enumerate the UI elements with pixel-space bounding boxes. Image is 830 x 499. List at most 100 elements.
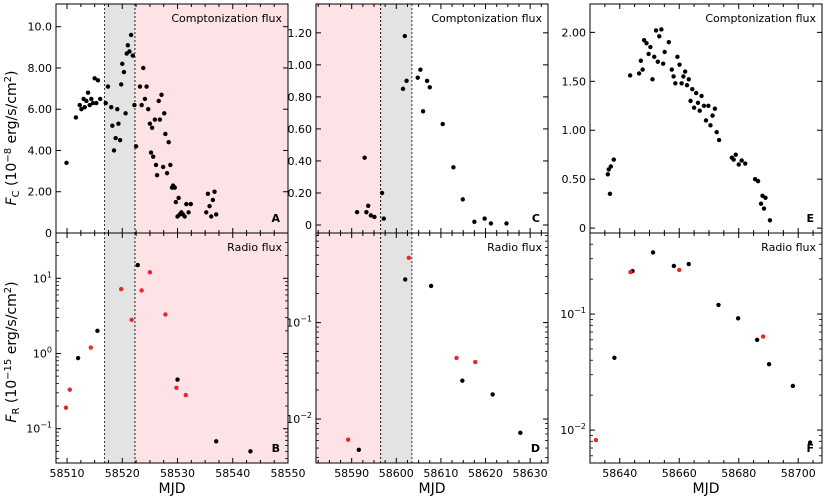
y-tick-label: 1.50 (562, 75, 587, 88)
y-tick-label: 8.00 (28, 62, 53, 75)
data-point (657, 34, 662, 39)
x-axis-label: MJD (159, 481, 186, 497)
data-point (482, 216, 487, 221)
data-point (403, 277, 408, 282)
x-tick-label: 58700 (781, 467, 816, 480)
panel-label: F (806, 442, 814, 455)
data-point (703, 118, 709, 123)
data-point (681, 74, 686, 79)
y-tick-label: 0 (45, 227, 52, 240)
data-point (424, 78, 430, 84)
data-point (110, 123, 115, 128)
data-point (761, 206, 767, 211)
data-point (690, 86, 695, 92)
data-point (63, 405, 69, 410)
data-point (406, 255, 411, 261)
y-axis-label-radio: FR (10−15 erg/s/cm2) (3, 281, 22, 422)
data-point (151, 154, 156, 159)
x-tick-label: 58610 (423, 467, 458, 480)
data-point (213, 212, 219, 217)
data-point (174, 385, 179, 390)
data-point (153, 162, 159, 168)
data-point (89, 96, 94, 102)
data-point (135, 262, 140, 268)
data-point (204, 210, 209, 215)
panel-label: B (272, 442, 280, 455)
data-point (90, 100, 96, 106)
data-point (760, 334, 766, 339)
data-point (716, 302, 721, 308)
data-point (88, 345, 94, 350)
data-point (168, 162, 173, 168)
data-point (763, 195, 768, 200)
panel-d: 10−2 10−1 58590 58600 58610 58620 58630 MJD Radi… (286, 232, 549, 497)
panel-label: E (806, 212, 814, 225)
data-point (655, 59, 661, 64)
panel-c: 0 0.20 0.40 0.60 0.80 1.00 1.20 Comptonization … (288, 3, 549, 234)
data-point (159, 92, 164, 97)
data-point (129, 317, 134, 323)
data-point (454, 355, 459, 361)
data-point (659, 27, 664, 32)
data-point (671, 74, 676, 79)
data-point (64, 160, 69, 166)
data-point (646, 51, 651, 57)
panel-title: Radio flux (487, 241, 542, 254)
data-point (120, 61, 125, 67)
data-point (152, 117, 158, 122)
data-point (87, 102, 92, 108)
data-point (735, 316, 741, 321)
panel-label: A (271, 212, 280, 225)
data-point (767, 218, 773, 223)
x-tick-label: 58510 (50, 467, 85, 480)
data-point (673, 81, 678, 86)
data-point (163, 312, 168, 317)
data-point (212, 189, 217, 194)
data-point (652, 54, 657, 60)
data-point (210, 197, 216, 203)
data-point (147, 121, 153, 126)
x-tick-label: 58530 (160, 467, 195, 480)
shade-region-1 (380, 4, 412, 233)
y-tick-label: 10−1 (560, 306, 586, 321)
data-point (139, 288, 144, 293)
y-tick-label: 0.50 (562, 173, 587, 186)
data-point (366, 203, 371, 208)
axes-frame (315, 232, 549, 464)
data-point (608, 164, 614, 169)
panel-title: Comptonization flux (705, 12, 816, 25)
data-point (653, 28, 659, 33)
y-tick-label: 1.00 (288, 59, 313, 72)
data-point (415, 75, 420, 80)
data-point (638, 58, 644, 63)
data-point (490, 392, 495, 397)
data-point (125, 43, 131, 48)
data-point (677, 267, 682, 273)
data-point (666, 39, 672, 45)
data-point (113, 135, 118, 141)
data-point (682, 69, 688, 74)
y-tick-label: 0.40 (288, 155, 313, 168)
data-point (736, 162, 741, 167)
shade-region-0 (316, 233, 381, 463)
data-point (739, 158, 744, 163)
data-point (97, 96, 103, 102)
data-point (103, 100, 108, 106)
data-point (142, 96, 148, 102)
data-point (716, 137, 722, 143)
data-point (123, 111, 128, 116)
x-tick-label: 58630 (513, 467, 548, 480)
data-point (628, 269, 633, 275)
data-point (354, 209, 360, 215)
data-point (364, 209, 369, 215)
y-tick-label: 1.00 (562, 124, 587, 137)
data-point (688, 98, 693, 104)
data-point (356, 447, 362, 452)
y-tick-label: 10−1 (26, 421, 52, 436)
data-point (418, 67, 423, 72)
data-point (754, 337, 760, 343)
data-point (188, 201, 193, 207)
data-point (695, 100, 701, 106)
data-point (183, 392, 189, 398)
